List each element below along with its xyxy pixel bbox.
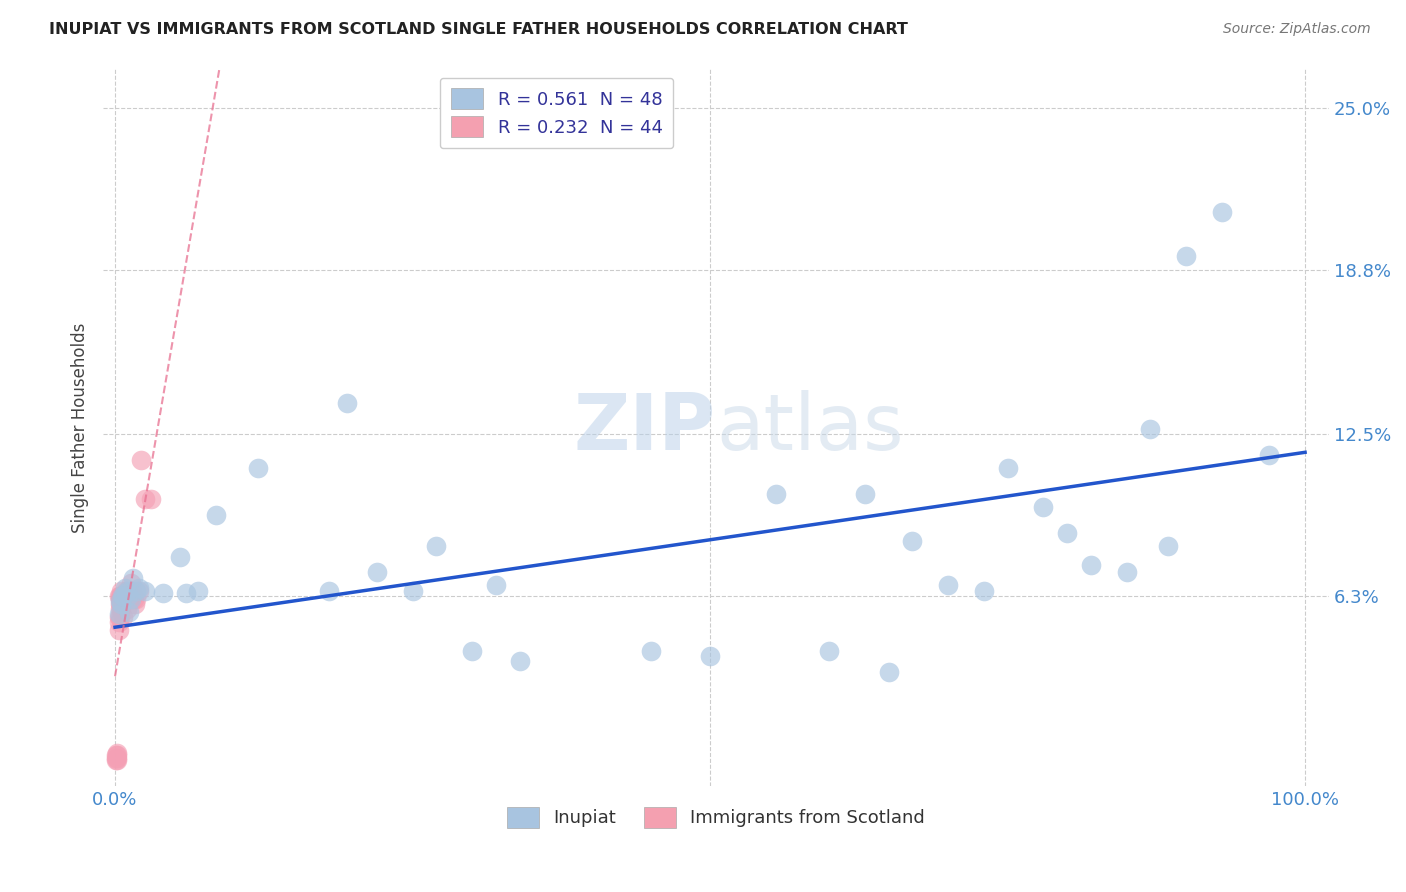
Point bbox=[336, 395, 359, 409]
Point bbox=[205, 508, 228, 522]
Point bbox=[114, 591, 136, 606]
Point bbox=[1211, 205, 1233, 219]
Point bbox=[105, 748, 128, 763]
Point bbox=[107, 748, 129, 763]
Text: Source: ZipAtlas.com: Source: ZipAtlas.com bbox=[1223, 22, 1371, 37]
Point bbox=[114, 581, 136, 595]
Point bbox=[107, 589, 129, 603]
Point bbox=[139, 492, 162, 507]
Point bbox=[401, 583, 423, 598]
Point bbox=[115, 583, 138, 598]
Point bbox=[111, 597, 134, 611]
Point bbox=[118, 591, 141, 606]
Point bbox=[117, 589, 139, 603]
Point bbox=[699, 648, 721, 663]
Point bbox=[973, 583, 995, 598]
Point bbox=[120, 591, 142, 606]
Point bbox=[118, 605, 141, 619]
Point bbox=[997, 461, 1019, 475]
Point bbox=[640, 644, 662, 658]
Point bbox=[366, 566, 388, 580]
Point bbox=[122, 589, 145, 603]
Point bbox=[485, 578, 508, 592]
Text: INUPIAT VS IMMIGRANTS FROM SCOTLAND SINGLE FATHER HOUSEHOLDS CORRELATION CHART: INUPIAT VS IMMIGRANTS FROM SCOTLAND SING… bbox=[49, 22, 908, 37]
Point bbox=[108, 609, 131, 624]
Point bbox=[114, 591, 136, 606]
Point bbox=[108, 589, 131, 603]
Point bbox=[122, 591, 145, 606]
Point bbox=[110, 602, 132, 616]
Point bbox=[1139, 422, 1161, 436]
Point bbox=[134, 492, 156, 507]
Point bbox=[122, 571, 145, 585]
Point bbox=[115, 589, 138, 603]
Point bbox=[124, 597, 146, 611]
Point bbox=[853, 487, 876, 501]
Point bbox=[112, 609, 135, 624]
Point bbox=[128, 581, 150, 595]
Point bbox=[110, 597, 132, 611]
Point bbox=[818, 644, 841, 658]
Point bbox=[1115, 566, 1137, 580]
Legend: Inupiat, Immigrants from Scotland: Inupiat, Immigrants from Scotland bbox=[499, 799, 932, 835]
Point bbox=[115, 602, 138, 616]
Point bbox=[152, 586, 174, 600]
Point bbox=[108, 594, 131, 608]
Point bbox=[901, 534, 924, 549]
Point bbox=[112, 591, 135, 606]
Point bbox=[128, 583, 150, 598]
Point bbox=[425, 539, 447, 553]
Point bbox=[114, 586, 136, 600]
Point bbox=[112, 589, 135, 603]
Point bbox=[1157, 539, 1180, 553]
Point bbox=[134, 583, 156, 598]
Point bbox=[107, 623, 129, 637]
Point bbox=[108, 591, 131, 606]
Point bbox=[1175, 250, 1198, 264]
Point bbox=[246, 461, 269, 475]
Point bbox=[129, 453, 152, 467]
Point bbox=[169, 549, 191, 564]
Point bbox=[1056, 526, 1078, 541]
Point bbox=[1080, 558, 1102, 572]
Point bbox=[107, 609, 129, 624]
Point bbox=[105, 753, 128, 767]
Point bbox=[877, 665, 900, 679]
Point bbox=[108, 597, 131, 611]
Point bbox=[110, 583, 132, 598]
Point bbox=[1032, 500, 1054, 515]
Point bbox=[176, 586, 198, 600]
Point bbox=[125, 583, 148, 598]
Point bbox=[121, 583, 143, 598]
Text: atlas: atlas bbox=[716, 390, 904, 466]
Point bbox=[107, 615, 129, 629]
Point bbox=[112, 589, 135, 603]
Point bbox=[108, 602, 131, 616]
Point bbox=[125, 591, 148, 606]
Point bbox=[936, 578, 959, 592]
Point bbox=[105, 751, 128, 765]
Point bbox=[1258, 448, 1281, 462]
Point bbox=[114, 583, 136, 598]
Point bbox=[111, 589, 134, 603]
Text: ZIP: ZIP bbox=[574, 390, 716, 466]
Point bbox=[107, 753, 129, 767]
Point bbox=[318, 583, 340, 598]
Point bbox=[110, 589, 132, 603]
Point bbox=[107, 607, 129, 622]
Point bbox=[509, 654, 531, 668]
Point bbox=[120, 575, 142, 590]
Point bbox=[187, 583, 209, 598]
Point bbox=[111, 591, 134, 606]
Point bbox=[117, 589, 139, 603]
Point bbox=[107, 751, 129, 765]
Point bbox=[111, 589, 134, 603]
Point bbox=[765, 487, 787, 501]
Point bbox=[110, 597, 132, 611]
Point bbox=[107, 746, 129, 760]
Point bbox=[114, 589, 136, 603]
Y-axis label: Single Father Households: Single Father Households bbox=[72, 322, 89, 533]
Point bbox=[461, 644, 484, 658]
